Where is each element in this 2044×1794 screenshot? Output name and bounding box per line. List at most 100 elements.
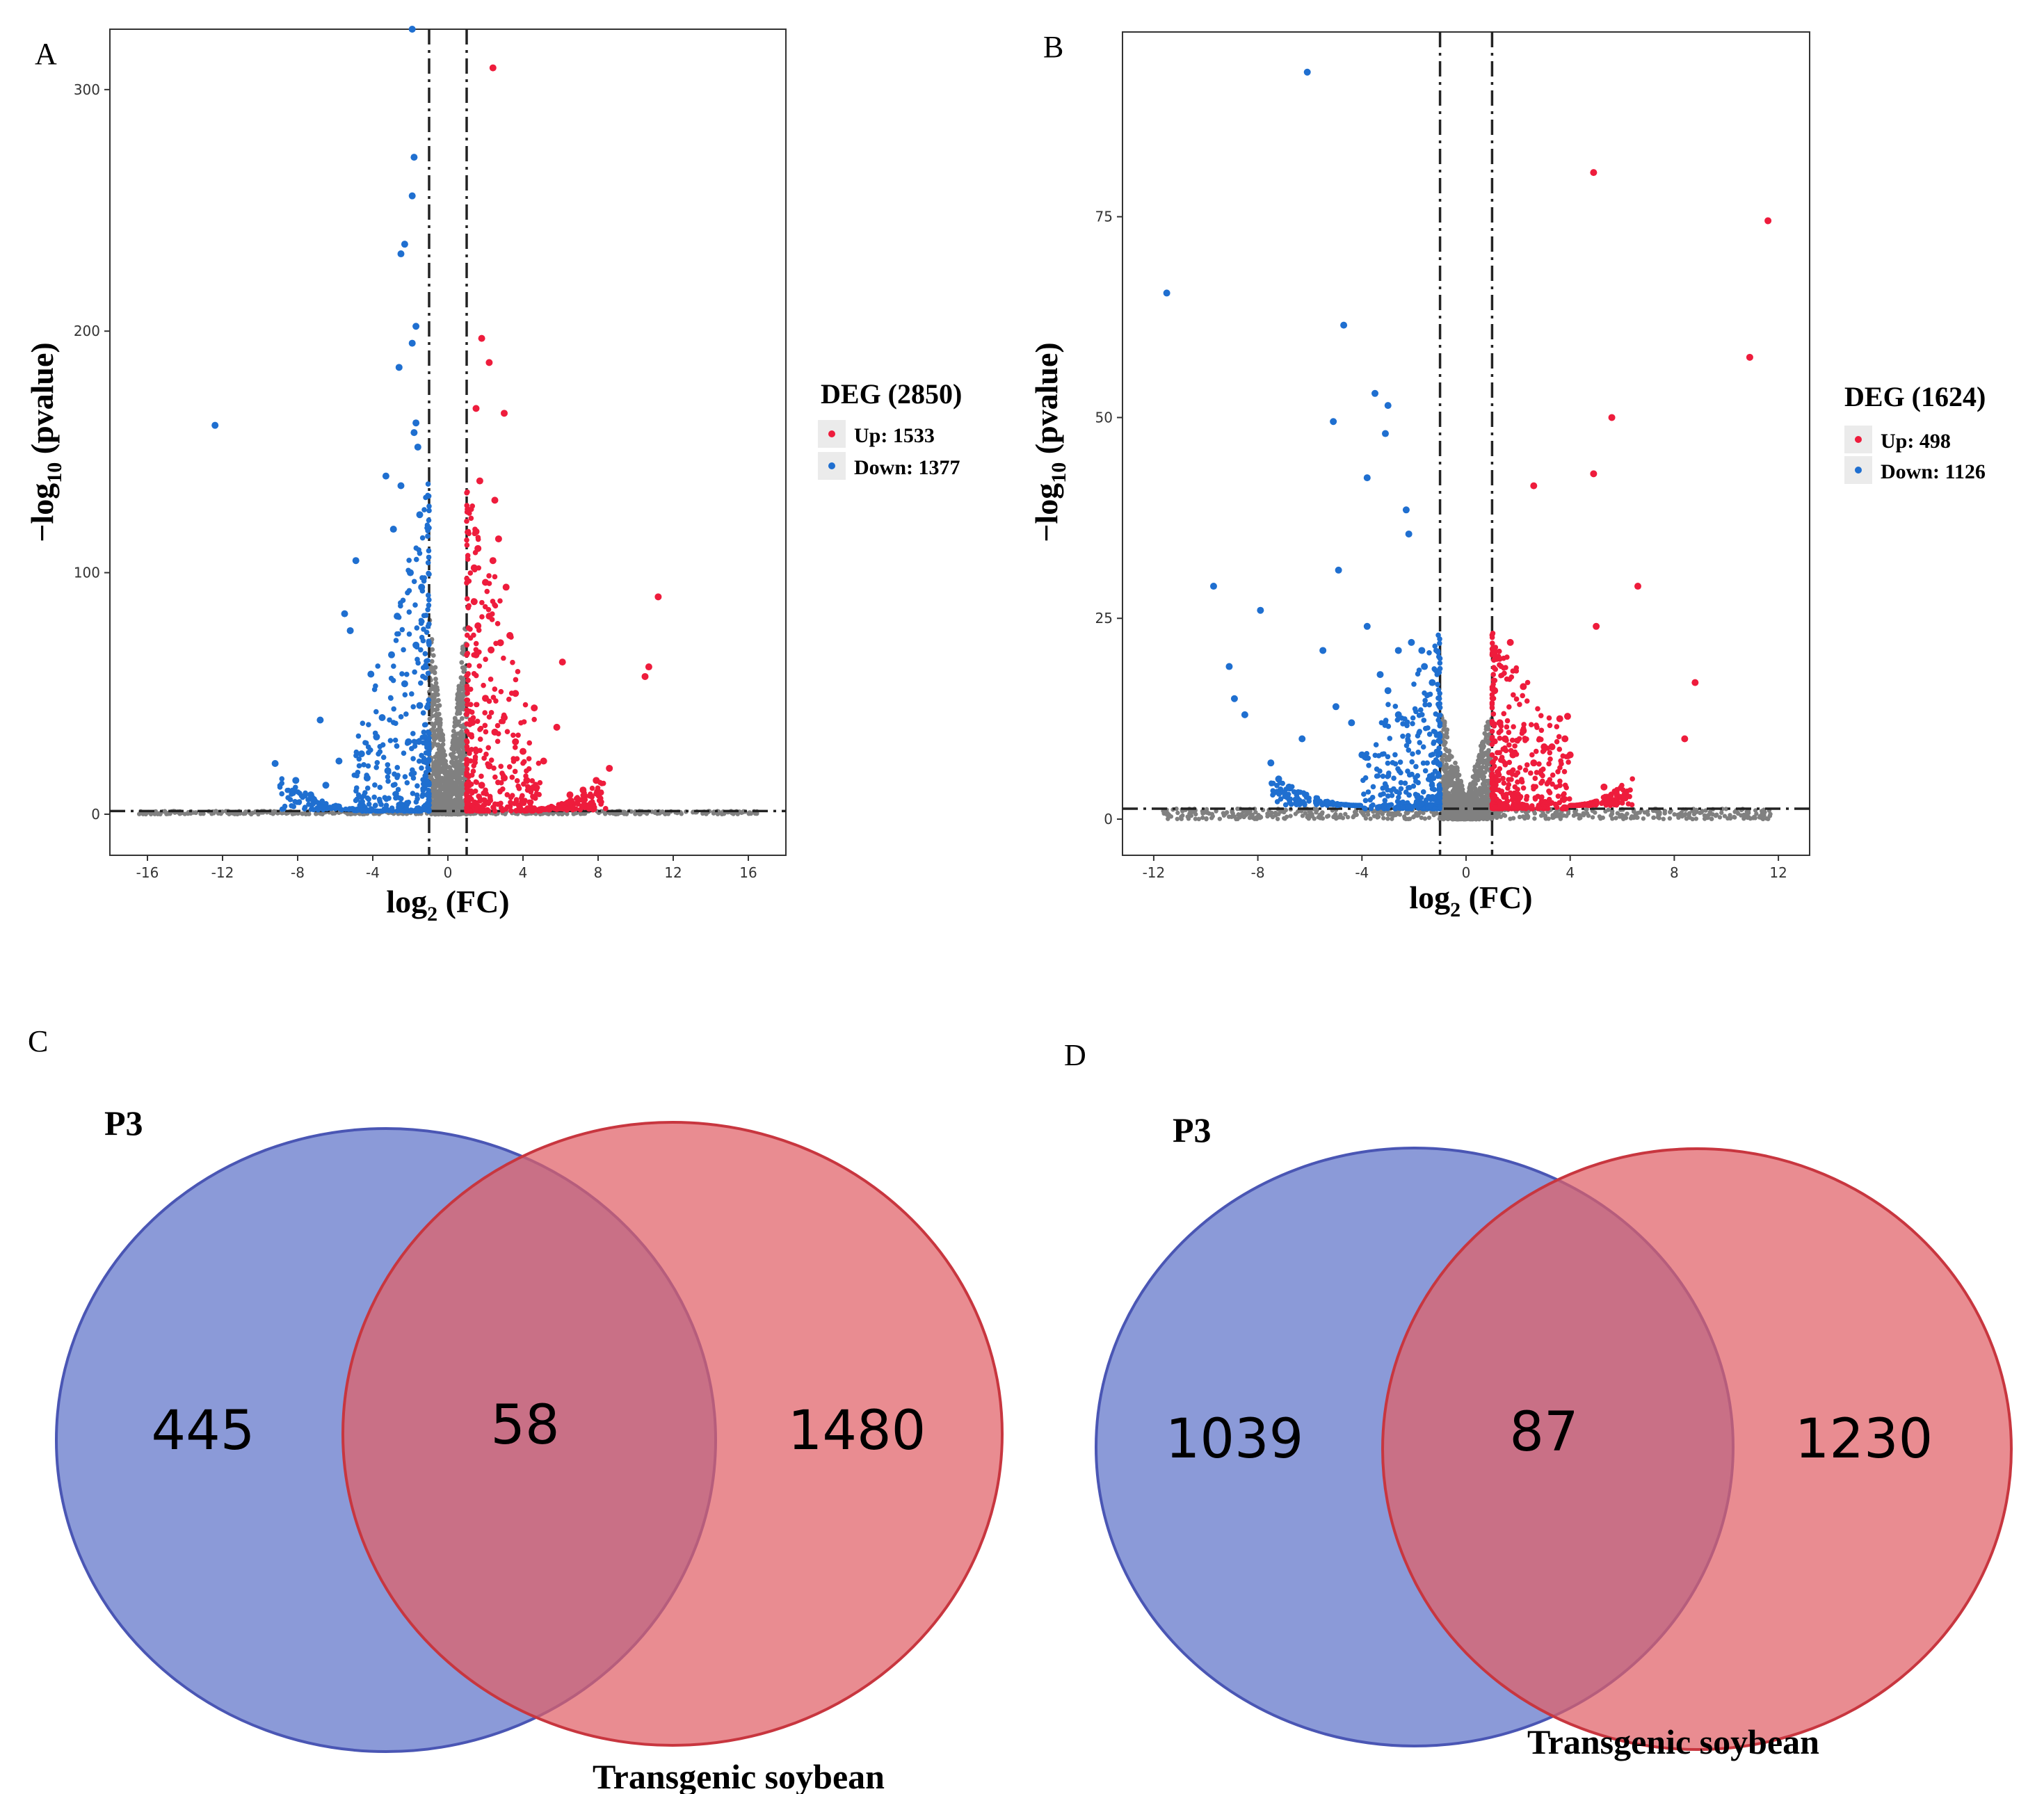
up-point xyxy=(1604,797,1610,802)
ns-point xyxy=(1175,816,1180,821)
ns-point xyxy=(753,811,758,816)
up-point xyxy=(1618,784,1623,791)
down-data-point xyxy=(1241,711,1248,718)
down-data-point xyxy=(397,482,405,490)
down-point xyxy=(371,794,377,800)
ns-point xyxy=(1483,814,1489,820)
down-point xyxy=(1436,670,1442,675)
venn-set-label-p3-d: P3 xyxy=(1173,1110,1212,1149)
ns-point xyxy=(1609,811,1614,816)
down-point xyxy=(1435,717,1442,723)
down-point xyxy=(423,722,428,728)
up-point xyxy=(1627,787,1633,793)
down-point xyxy=(392,782,398,787)
down-point xyxy=(410,791,416,796)
ns-point xyxy=(440,732,445,737)
down-point xyxy=(1429,793,1435,800)
down-point xyxy=(1414,794,1420,800)
down-data-point xyxy=(389,526,397,533)
up-point xyxy=(516,786,522,791)
down-point xyxy=(419,765,424,771)
down-point xyxy=(1410,720,1415,727)
up-point xyxy=(1490,720,1495,727)
ns-point xyxy=(1442,723,1447,729)
up-point xyxy=(464,744,470,750)
ns-point xyxy=(1661,816,1666,822)
up-point xyxy=(467,758,474,764)
down-point xyxy=(394,743,400,749)
ns-point xyxy=(1446,749,1451,754)
x-tick-label: -4 xyxy=(366,864,380,881)
up-data-point xyxy=(501,410,508,417)
down-point xyxy=(425,670,431,677)
ns-point xyxy=(436,747,442,752)
down-point xyxy=(423,770,429,775)
ns-point xyxy=(1471,780,1476,786)
ns-point xyxy=(457,794,462,800)
down-point xyxy=(353,749,360,755)
up-point xyxy=(483,729,489,735)
down-point xyxy=(373,709,379,715)
down-data-point xyxy=(1230,695,1238,702)
down-point xyxy=(1326,800,1332,806)
x-tick-label: -12 xyxy=(1143,864,1166,881)
down-point xyxy=(356,756,362,762)
down-point xyxy=(426,787,431,793)
ns-point xyxy=(1239,811,1244,817)
ns-point xyxy=(1375,815,1380,820)
down-data-point xyxy=(394,613,401,620)
up-point xyxy=(510,732,516,738)
down-point xyxy=(389,805,395,811)
down-point xyxy=(1400,805,1406,811)
ns-point xyxy=(1444,727,1449,733)
up-point xyxy=(465,671,471,677)
up-point xyxy=(1513,668,1520,674)
down-data-point xyxy=(401,241,408,248)
up-point xyxy=(509,775,515,780)
down-data-point xyxy=(316,716,324,724)
ns-point xyxy=(459,660,465,665)
down-point xyxy=(406,557,412,563)
ns-point xyxy=(433,782,439,786)
down-data-point xyxy=(1405,530,1413,538)
up-point xyxy=(540,807,545,812)
up-point xyxy=(1497,735,1503,741)
ns-point xyxy=(1479,747,1484,752)
ns-point xyxy=(430,696,436,702)
ns-point xyxy=(454,705,460,711)
ns-point xyxy=(1464,798,1470,804)
up-data-point xyxy=(1764,217,1772,225)
down-point xyxy=(399,627,405,633)
down-point xyxy=(1376,805,1382,811)
up-point xyxy=(526,740,533,746)
ns-point xyxy=(1316,815,1321,820)
ns-point xyxy=(711,811,716,816)
down-point xyxy=(1270,780,1276,786)
ns-point xyxy=(1511,816,1516,821)
up-point xyxy=(1495,770,1502,775)
up-point xyxy=(1536,736,1543,742)
up-point xyxy=(1490,681,1496,687)
up-data-point xyxy=(531,704,538,712)
down-point xyxy=(1392,761,1399,767)
ns-point xyxy=(1577,816,1582,821)
ns-point xyxy=(446,807,451,812)
down-point xyxy=(426,751,432,757)
up-point xyxy=(477,736,483,742)
legend-label-up-a: Up: 1533 xyxy=(854,424,935,447)
down-point xyxy=(406,609,412,615)
ns-point xyxy=(1273,810,1278,816)
up-point xyxy=(1538,768,1544,773)
ns-point xyxy=(1571,813,1577,818)
up-point xyxy=(1528,770,1534,776)
venn-set-label-transgenic-c: Transgenic soybean xyxy=(593,1757,885,1794)
up-point xyxy=(1538,727,1545,734)
up-data-point xyxy=(488,646,495,654)
down-point xyxy=(1408,806,1415,811)
down-point xyxy=(1429,786,1435,792)
up-point xyxy=(1533,748,1539,754)
down-point xyxy=(419,535,426,541)
ns-point xyxy=(198,811,203,816)
ns-point xyxy=(1485,720,1490,725)
